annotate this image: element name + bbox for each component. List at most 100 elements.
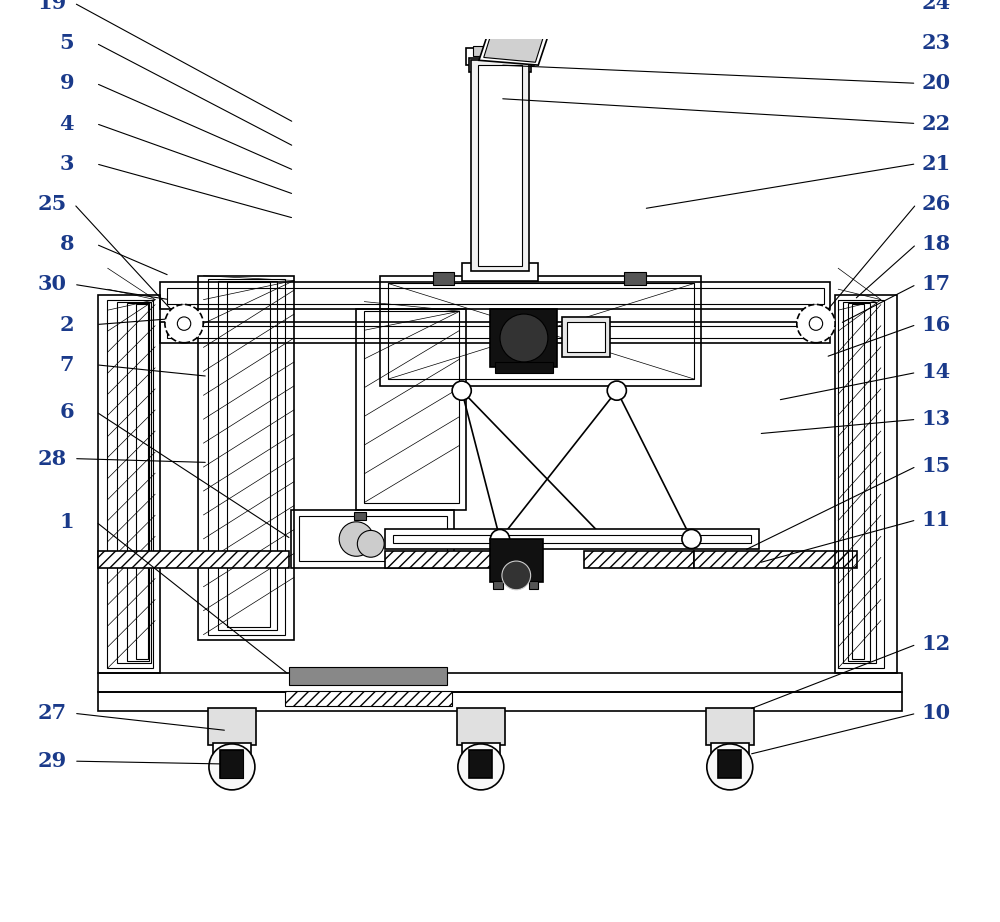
Bar	[385, 550, 495, 568]
Bar	[718, 750, 741, 778]
Bar	[291, 510, 454, 568]
Bar	[838, 300, 884, 668]
Bar	[160, 322, 830, 343]
Bar	[471, 60, 529, 271]
Circle shape	[177, 317, 191, 330]
Bar	[567, 322, 605, 352]
Text: 28: 28	[38, 449, 67, 468]
Circle shape	[707, 744, 753, 790]
Text: 29: 29	[38, 751, 67, 771]
Bar	[706, 708, 754, 745]
Circle shape	[490, 529, 510, 549]
Circle shape	[607, 381, 626, 400]
Bar	[213, 743, 251, 764]
Text: 4: 4	[60, 113, 74, 134]
Bar	[490, 70, 510, 79]
Bar	[843, 301, 876, 664]
Bar	[218, 280, 277, 630]
Circle shape	[165, 304, 203, 343]
Bar	[562, 317, 610, 357]
Bar	[457, 708, 505, 745]
Text: 23: 23	[921, 33, 950, 53]
Bar	[98, 692, 902, 712]
Bar	[478, 65, 522, 266]
Bar	[364, 311, 459, 502]
Bar	[354, 513, 366, 520]
Text: 17: 17	[921, 275, 950, 294]
Bar	[380, 276, 701, 385]
Bar	[388, 283, 694, 379]
Text: 18: 18	[921, 234, 950, 254]
Bar	[127, 302, 149, 661]
Bar	[220, 750, 243, 778]
Bar	[490, 309, 557, 367]
Text: 27: 27	[38, 703, 67, 723]
Bar	[466, 48, 534, 65]
Bar	[852, 303, 864, 658]
Text: 10: 10	[921, 703, 950, 723]
Bar	[584, 550, 694, 568]
Text: 21: 21	[921, 154, 951, 173]
Bar	[490, 539, 543, 582]
Text: 22: 22	[921, 113, 951, 134]
Text: 13: 13	[921, 409, 950, 430]
Text: 2: 2	[60, 314, 74, 335]
Bar	[711, 743, 749, 764]
Text: 26: 26	[921, 194, 951, 214]
Bar	[385, 529, 759, 549]
Bar	[160, 282, 830, 309]
Bar	[208, 278, 285, 634]
Bar	[848, 302, 870, 661]
Circle shape	[209, 744, 255, 790]
Bar	[493, 581, 503, 589]
Bar	[98, 550, 289, 568]
Text: 5: 5	[60, 33, 74, 53]
Text: 24: 24	[921, 0, 951, 13]
Bar	[289, 668, 447, 684]
Bar	[167, 289, 824, 303]
Bar	[117, 301, 151, 664]
Text: 3: 3	[60, 154, 74, 173]
Polygon shape	[484, 0, 556, 63]
Bar	[469, 58, 531, 72]
Text: 9: 9	[60, 74, 74, 93]
Text: 8: 8	[60, 234, 74, 254]
Bar	[107, 300, 153, 668]
Bar	[98, 295, 160, 673]
Bar	[356, 309, 466, 510]
Bar	[694, 550, 857, 568]
Bar	[98, 673, 902, 692]
Bar	[220, 750, 243, 778]
Circle shape	[682, 529, 701, 549]
Bar	[469, 750, 492, 778]
Bar	[198, 276, 294, 640]
Bar	[529, 581, 538, 589]
Circle shape	[357, 530, 384, 557]
Bar	[208, 708, 256, 745]
Text: 11: 11	[921, 510, 951, 530]
Text: 14: 14	[921, 362, 951, 383]
Bar	[624, 272, 646, 285]
Text: 20: 20	[921, 74, 950, 93]
Circle shape	[458, 744, 504, 790]
Text: 12: 12	[921, 634, 951, 655]
Bar	[462, 743, 500, 764]
Circle shape	[500, 314, 548, 362]
Text: 25: 25	[38, 194, 67, 214]
Bar	[167, 326, 824, 338]
Bar	[136, 303, 148, 658]
Text: 1: 1	[60, 512, 74, 532]
Bar	[285, 692, 452, 705]
Text: 16: 16	[921, 314, 951, 335]
Bar	[433, 272, 454, 285]
Text: 15: 15	[921, 456, 951, 477]
Bar	[227, 282, 270, 627]
Bar	[393, 535, 751, 543]
Circle shape	[502, 561, 531, 590]
Circle shape	[339, 522, 374, 556]
Bar	[835, 295, 897, 673]
Bar	[473, 46, 527, 55]
Circle shape	[809, 317, 823, 330]
Circle shape	[452, 381, 471, 400]
Text: 30: 30	[38, 275, 67, 294]
